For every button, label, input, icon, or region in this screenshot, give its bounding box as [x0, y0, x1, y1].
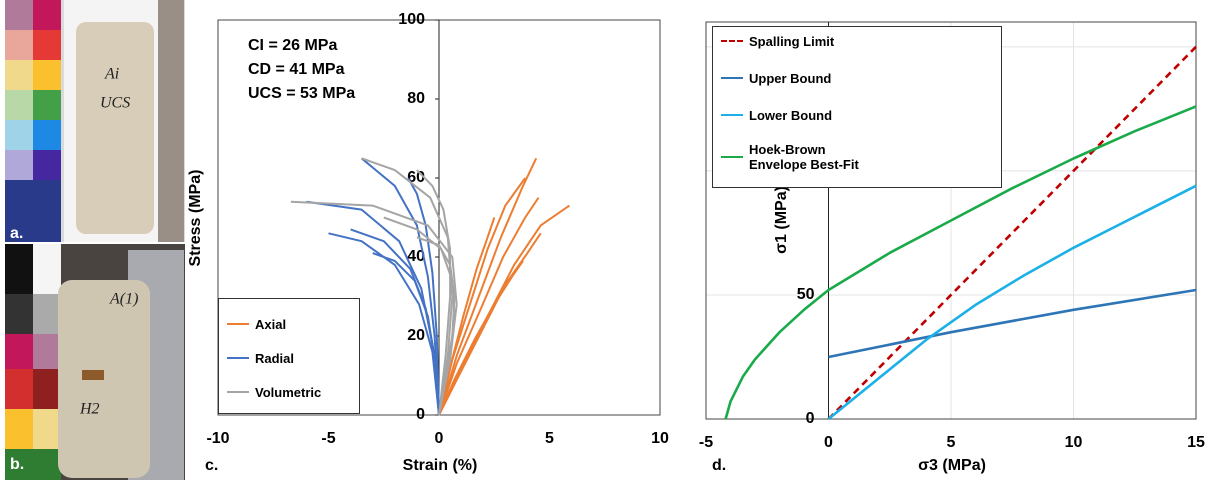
x-tick-label: 5	[545, 430, 554, 447]
y-tick-label: 0	[416, 406, 425, 423]
series-line	[372, 252, 440, 416]
annotation: CI = 26 MPa	[248, 37, 337, 54]
panel-label: c.	[205, 457, 218, 474]
legend-label: Spalling Limit	[749, 33, 835, 49]
legend-swatch	[227, 357, 249, 359]
legend-item: Lower Bound	[713, 105, 1001, 125]
x-tick-label: 5	[947, 434, 956, 451]
series-line	[416, 236, 456, 416]
series-line	[724, 105, 1197, 420]
legend-swatch	[721, 40, 743, 42]
legend-swatch	[721, 114, 743, 116]
legend-label: Lower Bound	[749, 107, 833, 123]
legend-label: Hoek-Brown Envelope Best-Fit	[749, 142, 859, 172]
series-line	[416, 169, 452, 416]
legend-swatch	[227, 391, 249, 393]
series-line	[438, 217, 496, 416]
y-tick-label: 50	[797, 286, 815, 303]
series-line	[350, 228, 440, 416]
y-axis-label: σ1 (MPa)	[773, 186, 790, 254]
series-line	[438, 260, 524, 416]
legend-label: Upper Bound	[749, 70, 832, 86]
x-tick-label: 10	[651, 430, 669, 447]
panel-label: d.	[712, 457, 726, 474]
x-tick-label: -5	[321, 430, 335, 447]
series-line	[827, 184, 1197, 421]
x-tick-label: 15	[1187, 434, 1205, 451]
legend-swatch	[227, 323, 249, 325]
sample-mark: Ai	[104, 66, 119, 83]
legend-swatch	[721, 77, 743, 79]
series-line	[360, 157, 440, 416]
series-line	[407, 177, 440, 416]
panel-label: b.	[10, 456, 24, 473]
x-tick-label: 0	[824, 434, 833, 451]
y-tick-label: 20	[407, 327, 425, 344]
photo-b	[5, 244, 185, 480]
legend: Spalling Limit Upper Bound Lower Bound Hoek…	[712, 26, 1002, 188]
series-line	[828, 288, 1197, 359]
legend-label: Axial	[255, 316, 287, 332]
series-line	[328, 232, 440, 416]
sample-mark: A(1)	[109, 291, 138, 308]
x-tick-label: 10	[1065, 434, 1083, 451]
plot-frame	[705, 21, 1197, 420]
annotation: CD = 41 MPa	[248, 61, 345, 78]
x-axis-label: σ3 (MPa)	[918, 457, 986, 474]
legend-item: Radial	[219, 348, 359, 368]
series-line	[438, 197, 540, 416]
legend-item: Volumetric	[219, 382, 359, 402]
legend-item: Hoek-Brown Envelope Best-Fit	[713, 142, 1001, 172]
x-tick-label: 0	[435, 430, 444, 447]
y-tick-label: 100	[398, 11, 425, 28]
legend-item: Upper Bound	[713, 68, 1001, 88]
x-tick-label: -10	[206, 430, 229, 447]
x-tick-label: -5	[699, 434, 713, 451]
photo-a	[5, 0, 185, 242]
legend-label: Radial	[255, 350, 295, 366]
sample-mark: UCS	[100, 95, 130, 112]
series-line	[827, 45, 1197, 420]
y-tick-label: 60	[407, 169, 425, 186]
y-tick-label: 40	[407, 248, 425, 265]
gauge-mark: H2	[79, 401, 100, 418]
panel-label: a.	[10, 225, 23, 242]
legend-swatch	[721, 156, 743, 158]
legend-label: Volumetric	[255, 384, 322, 400]
y-tick-label: 80	[407, 90, 425, 107]
series-line	[290, 200, 458, 416]
x-axis-label: Strain (%)	[403, 457, 478, 474]
legend: Axial Radial Volumetric	[218, 298, 360, 414]
series-line	[438, 157, 538, 416]
legend-item: Axial	[219, 314, 359, 334]
annotation: UCS = 53 MPa	[248, 85, 355, 102]
series-line	[438, 204, 570, 416]
y-tick-label: 0	[806, 410, 815, 427]
y-axis-label: Stress (MPa)	[187, 170, 204, 267]
legend-item: Spalling Limit	[713, 31, 1001, 51]
